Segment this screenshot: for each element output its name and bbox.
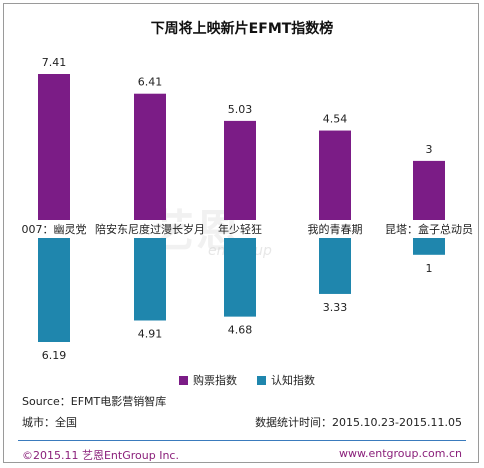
bar-purchase bbox=[38, 74, 70, 220]
bar-awareness bbox=[224, 238, 256, 317]
data-label-awareness: 4.91 bbox=[138, 327, 163, 340]
data-label-awareness: 3.33 bbox=[323, 301, 348, 314]
data-label-purchase: 4.54 bbox=[323, 113, 348, 126]
bar-purchase bbox=[319, 130, 351, 220]
category-label: 年少轻狂 bbox=[218, 222, 262, 236]
data-label-awareness: 4.68 bbox=[228, 324, 253, 337]
data-label-awareness: 6.19 bbox=[42, 349, 67, 362]
source-note: Source：EFMT电影营销智库 bbox=[22, 395, 167, 408]
data-label-awareness: 1 bbox=[426, 262, 433, 275]
chart-frame bbox=[3, 3, 479, 463]
data-label-purchase: 3 bbox=[426, 143, 433, 156]
bar-purchase bbox=[413, 160, 445, 220]
category-label: 我的青春期 bbox=[308, 222, 363, 236]
bar-purchase bbox=[224, 120, 256, 220]
legend-item-purchase: 购票指数 bbox=[179, 372, 237, 388]
category-label: 陪安东尼度过漫长岁月 bbox=[95, 222, 205, 236]
category-label: 昆塔：盒子总动员 bbox=[385, 222, 473, 236]
data-label-purchase: 5.03 bbox=[228, 103, 253, 116]
footer-copyright: ©2015.11 艺恩EntGroup Inc. bbox=[22, 449, 179, 462]
bar-purchase bbox=[134, 93, 166, 220]
period-note: 数据统计时间：2015.10.23-2015.11.05 bbox=[255, 416, 462, 429]
legend-item-awareness: 认知指数 bbox=[257, 372, 315, 388]
bar-awareness bbox=[413, 238, 445, 255]
legend-swatch-awareness bbox=[257, 376, 266, 385]
category-label: 007：幽灵党 bbox=[22, 223, 87, 236]
city-note: 城市：全国 bbox=[22, 416, 77, 429]
data-label-purchase: 7.41 bbox=[42, 56, 67, 69]
bar-awareness bbox=[134, 238, 166, 321]
bar-awareness bbox=[38, 238, 70, 342]
data-label-purchase: 6.41 bbox=[138, 76, 163, 89]
bar-awareness bbox=[319, 238, 351, 294]
legend-label-purchase: 购票指数 bbox=[193, 374, 237, 387]
legend-swatch-purchase bbox=[179, 376, 188, 385]
chart-title: 下周将上映新片EFMT指数榜 bbox=[150, 21, 334, 37]
footer-website: www.entgroup.com.cn bbox=[339, 447, 462, 460]
legend-label-awareness: 认知指数 bbox=[271, 374, 315, 387]
footer-divider bbox=[18, 440, 466, 441]
